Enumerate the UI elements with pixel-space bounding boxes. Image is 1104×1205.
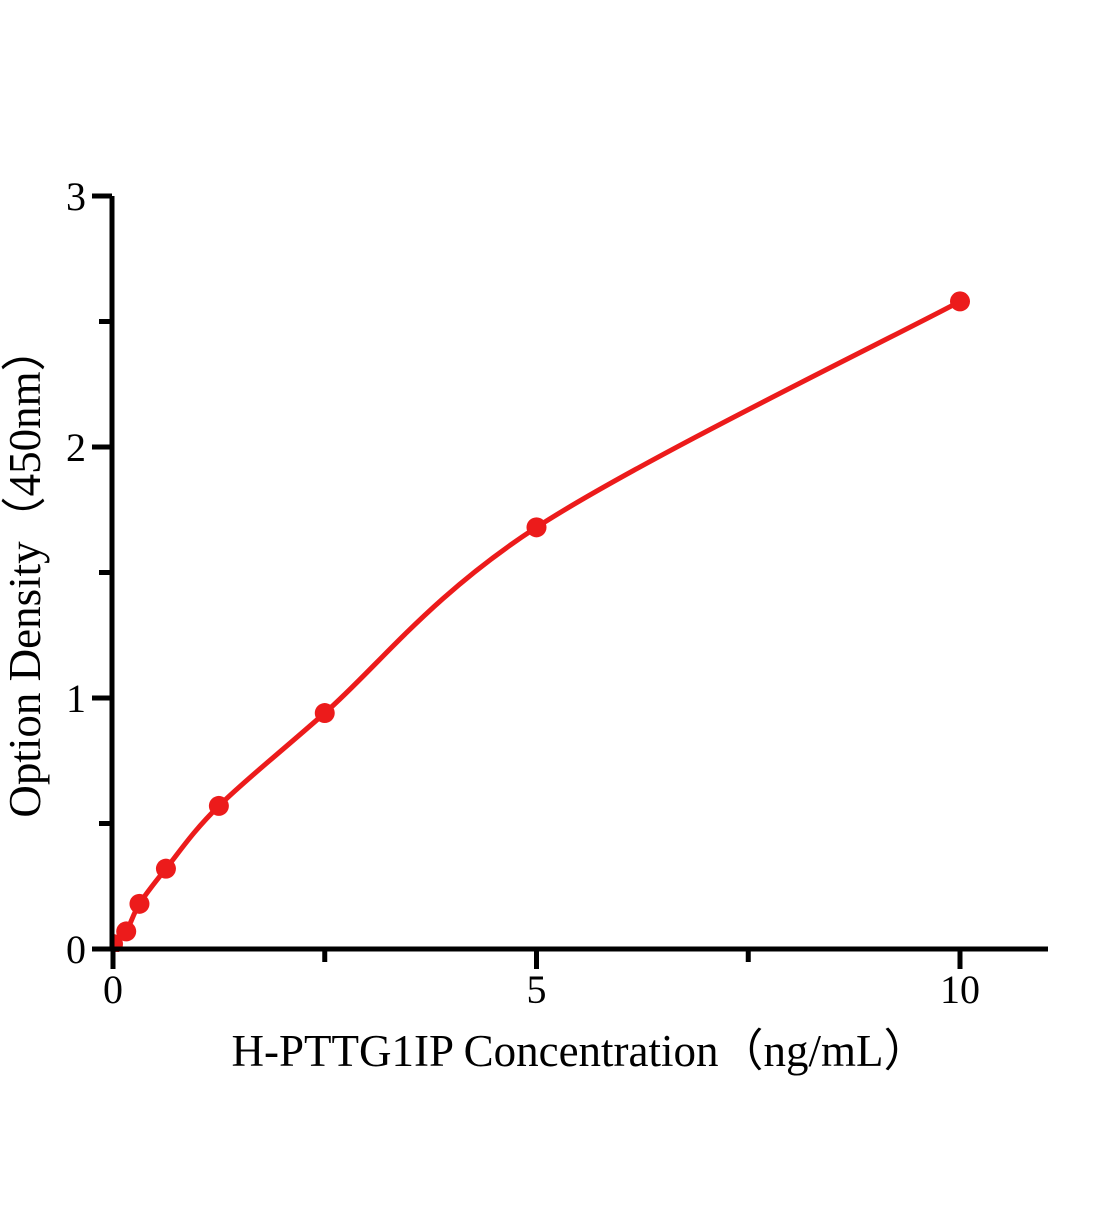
data-point-10 [950,291,970,312]
x-tick-label-0: 0 [103,967,123,1012]
y-tick-label-2: 2 [66,425,86,470]
axes-layer [92,193,1048,969]
y-tick-label-3: 3 [66,174,86,219]
y-axis-title: Option Density（450nm） [0,326,50,817]
y-tick-label-1: 1 [66,676,86,721]
x-tick-label-5: 5 [527,967,547,1012]
data-point-0.156 [116,921,137,942]
fit-curve [112,298,963,947]
data-point-0.3125 [129,893,150,914]
tick-label-layer: 0 5 10 0 1 2 3 [66,174,980,1012]
x-axis-title: H-PTTG1IP Concentration（ng/mL） [232,1026,929,1076]
axis-spines [109,196,1048,952]
data-point-1.25 [208,795,229,816]
x-tick-label-10: 10 [940,967,980,1012]
data-point-5 [526,517,547,538]
data-point-0.625 [155,858,176,879]
data-point-2.5 [314,703,335,724]
y-tick-label-0: 0 [66,927,86,972]
data-series-layer [112,291,970,952]
